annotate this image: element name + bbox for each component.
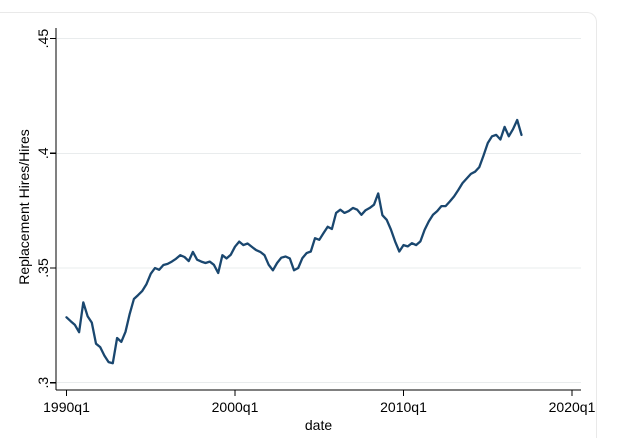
x-axis-title: date — [305, 417, 332, 433]
gridlines — [57, 38, 581, 384]
axes — [55, 28, 581, 391]
x-tick-label: 2000q1 — [212, 399, 259, 415]
y-axis-title: Replacement Hires/Hires — [16, 129, 32, 285]
x-tick-label: 2010q1 — [380, 399, 427, 415]
y-tick-label: .45 — [35, 29, 51, 49]
x-tick-label: 2020q1 — [549, 399, 596, 415]
data-series — [65, 118, 523, 365]
replacement-hires-line — [65, 118, 523, 365]
tick-marks — [50, 37, 573, 396]
y-tick-label: .3 — [35, 377, 51, 389]
y-tick-label: .4 — [35, 147, 51, 159]
x-tick-label: 1990q1 — [43, 399, 90, 415]
tick-labels: .3 .35 .4 .45 1990q1 2000q1 2010q1 2020q1 — [35, 29, 596, 415]
y-tick-label: .35 — [35, 258, 51, 278]
